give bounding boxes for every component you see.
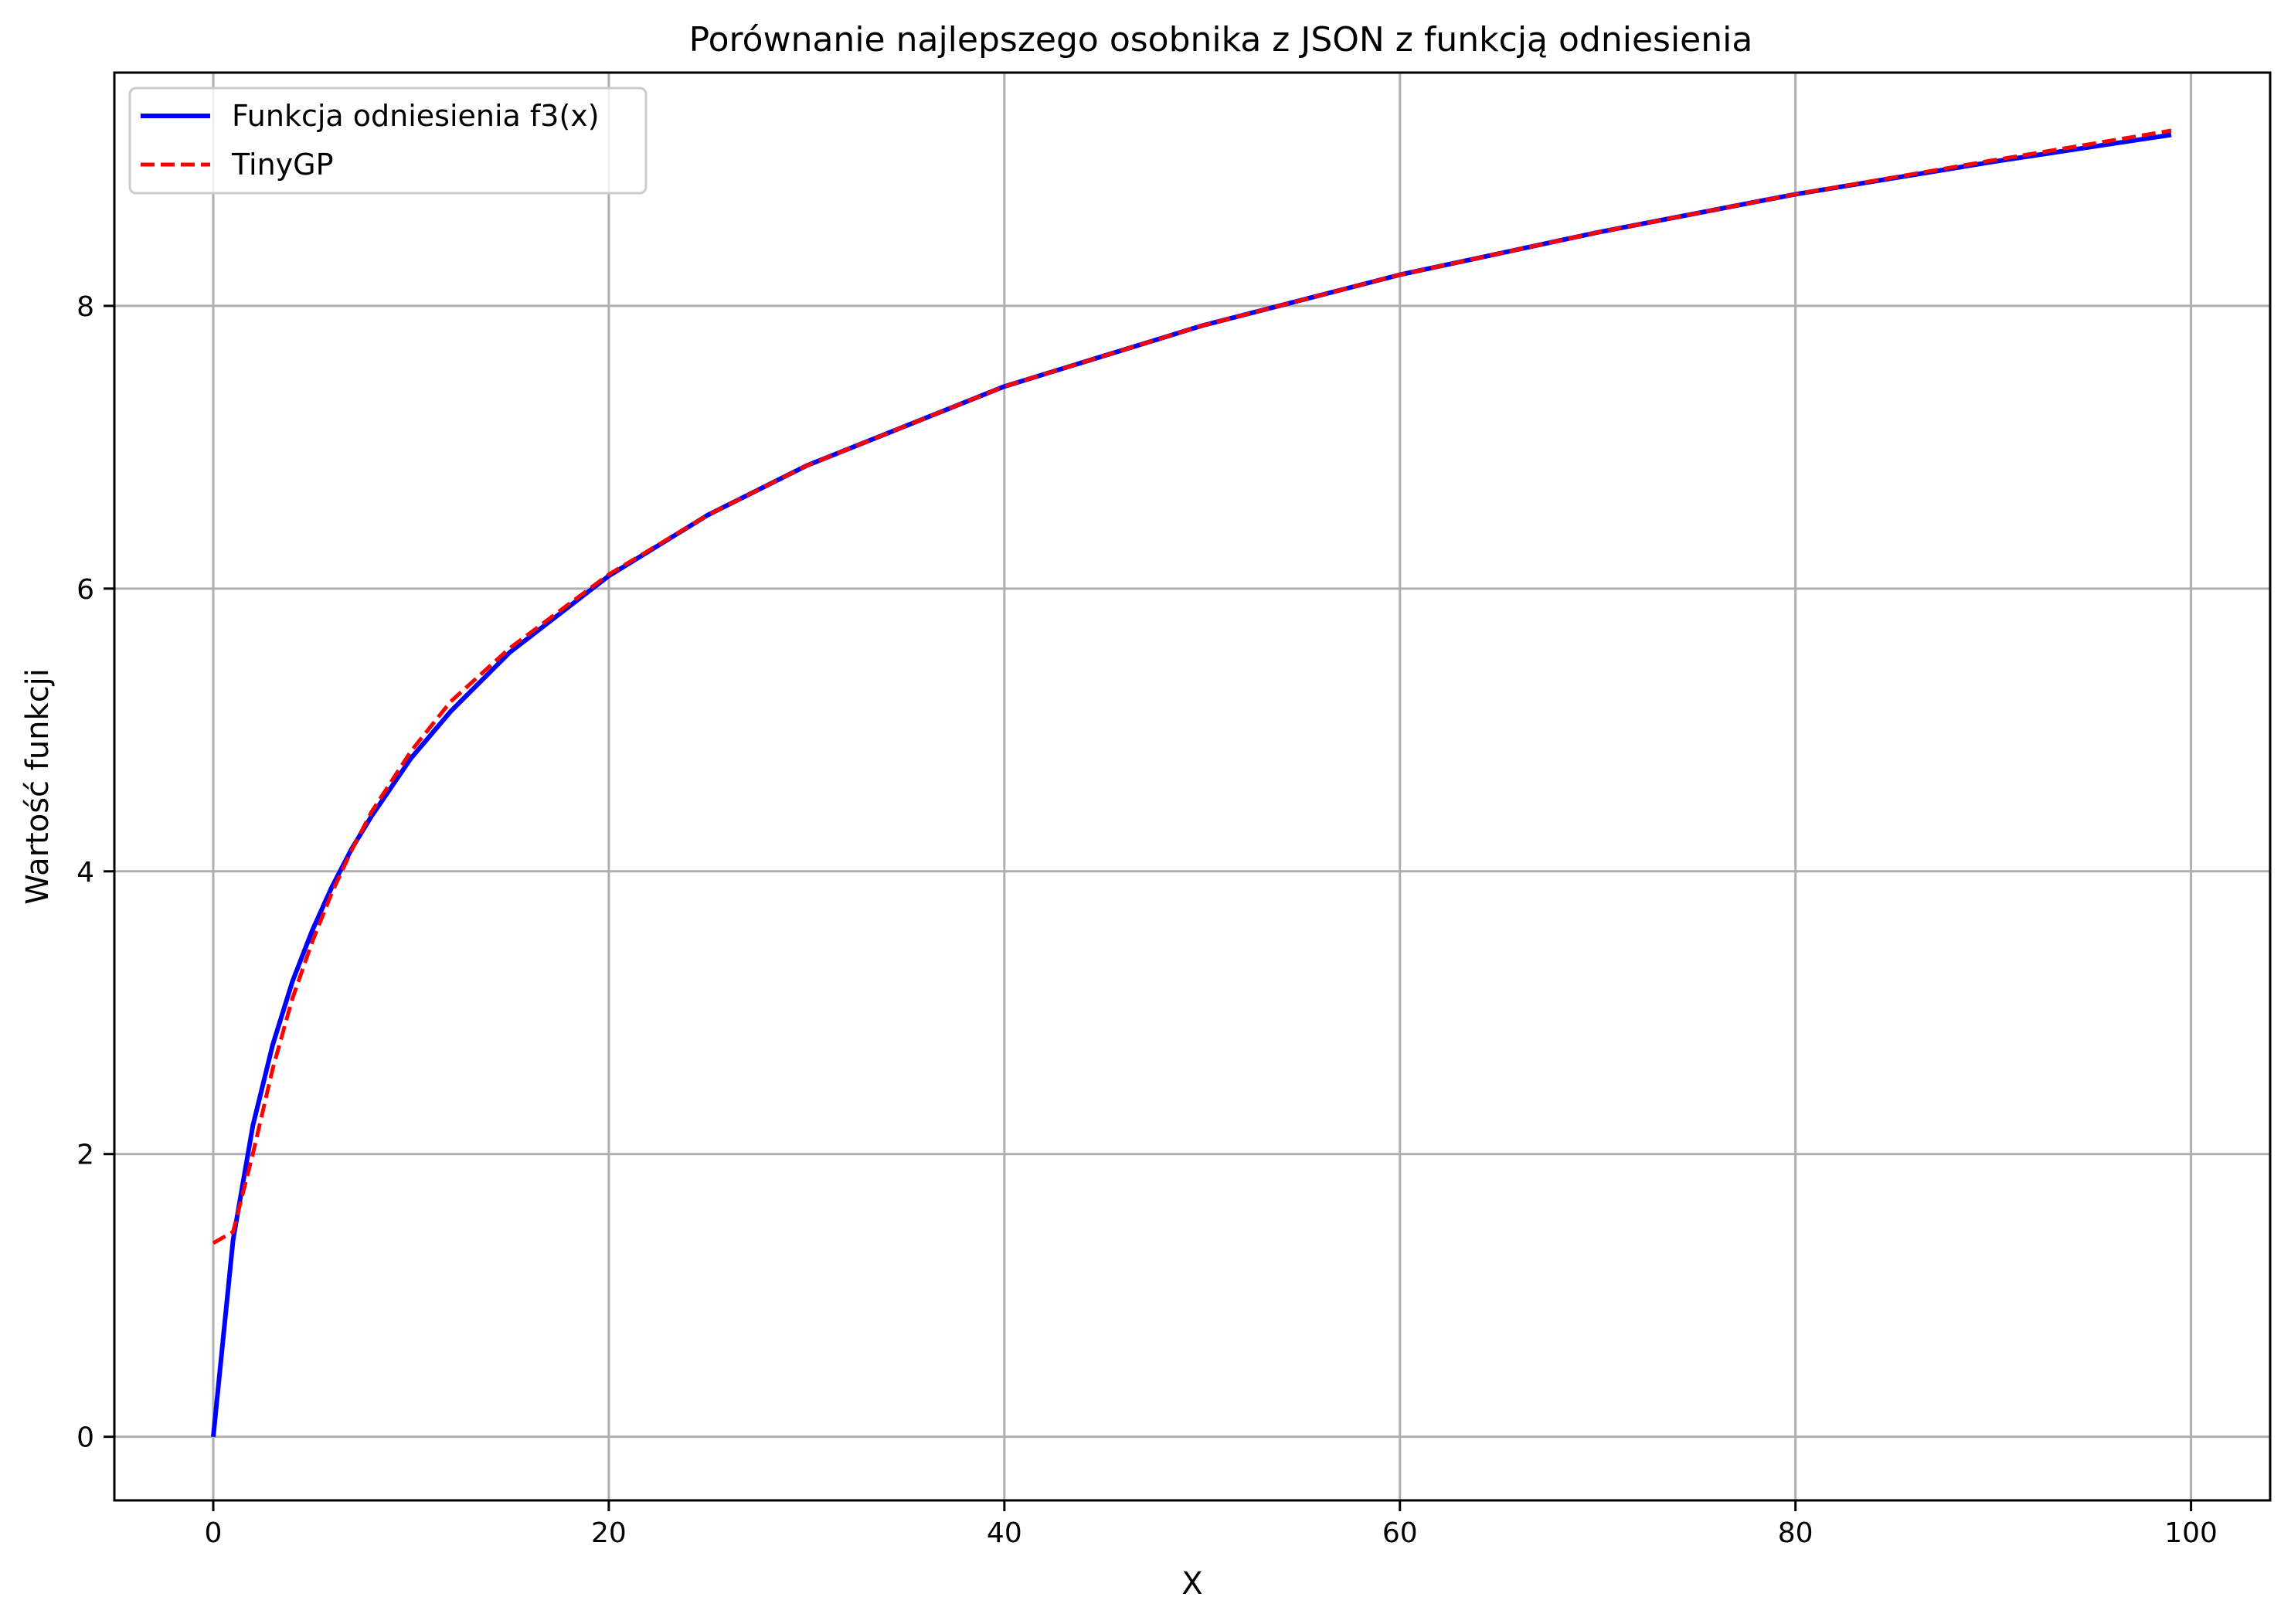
x-axis-label: X [1181, 1566, 1202, 1602]
chart-title: Porównanie najlepszego osobnika z JSON z… [689, 20, 1753, 59]
series-layer [211, 128, 2172, 1438]
y-axis-label: Wartość funkcji [20, 668, 56, 905]
tick-layer: 0 20 40 60 80 100 0 2 4 6 8 [76, 291, 2218, 1549]
y-tick-label: 4 [76, 857, 94, 888]
y-tick-label: 8 [76, 291, 94, 323]
x-tick-label: 80 [1778, 1517, 1813, 1549]
grid-layer [114, 73, 2270, 1500]
series-line-tinygp [212, 128, 2172, 1245]
x-tick-label: 40 [987, 1517, 1022, 1549]
x-tick-label: 100 [2164, 1517, 2218, 1549]
legend-label-tinygp: TinyGP [231, 148, 334, 182]
legend-label-reference: Funkcja odniesienia f3(x) [232, 99, 600, 133]
y-tick-label: 0 [76, 1422, 94, 1454]
x-tick-label: 20 [591, 1517, 627, 1549]
legend: Funkcja odniesienia f3(x) TinyGP [128, 87, 648, 195]
plot-frame [113, 71, 2272, 1502]
y-tick-label: 2 [76, 1140, 94, 1171]
x-tick-label: 60 [1382, 1517, 1418, 1549]
series-line-reference [211, 132, 2172, 1438]
y-tick-label: 6 [76, 574, 94, 606]
legend-box [128, 87, 648, 195]
x-tick-label: 0 [205, 1517, 223, 1549]
